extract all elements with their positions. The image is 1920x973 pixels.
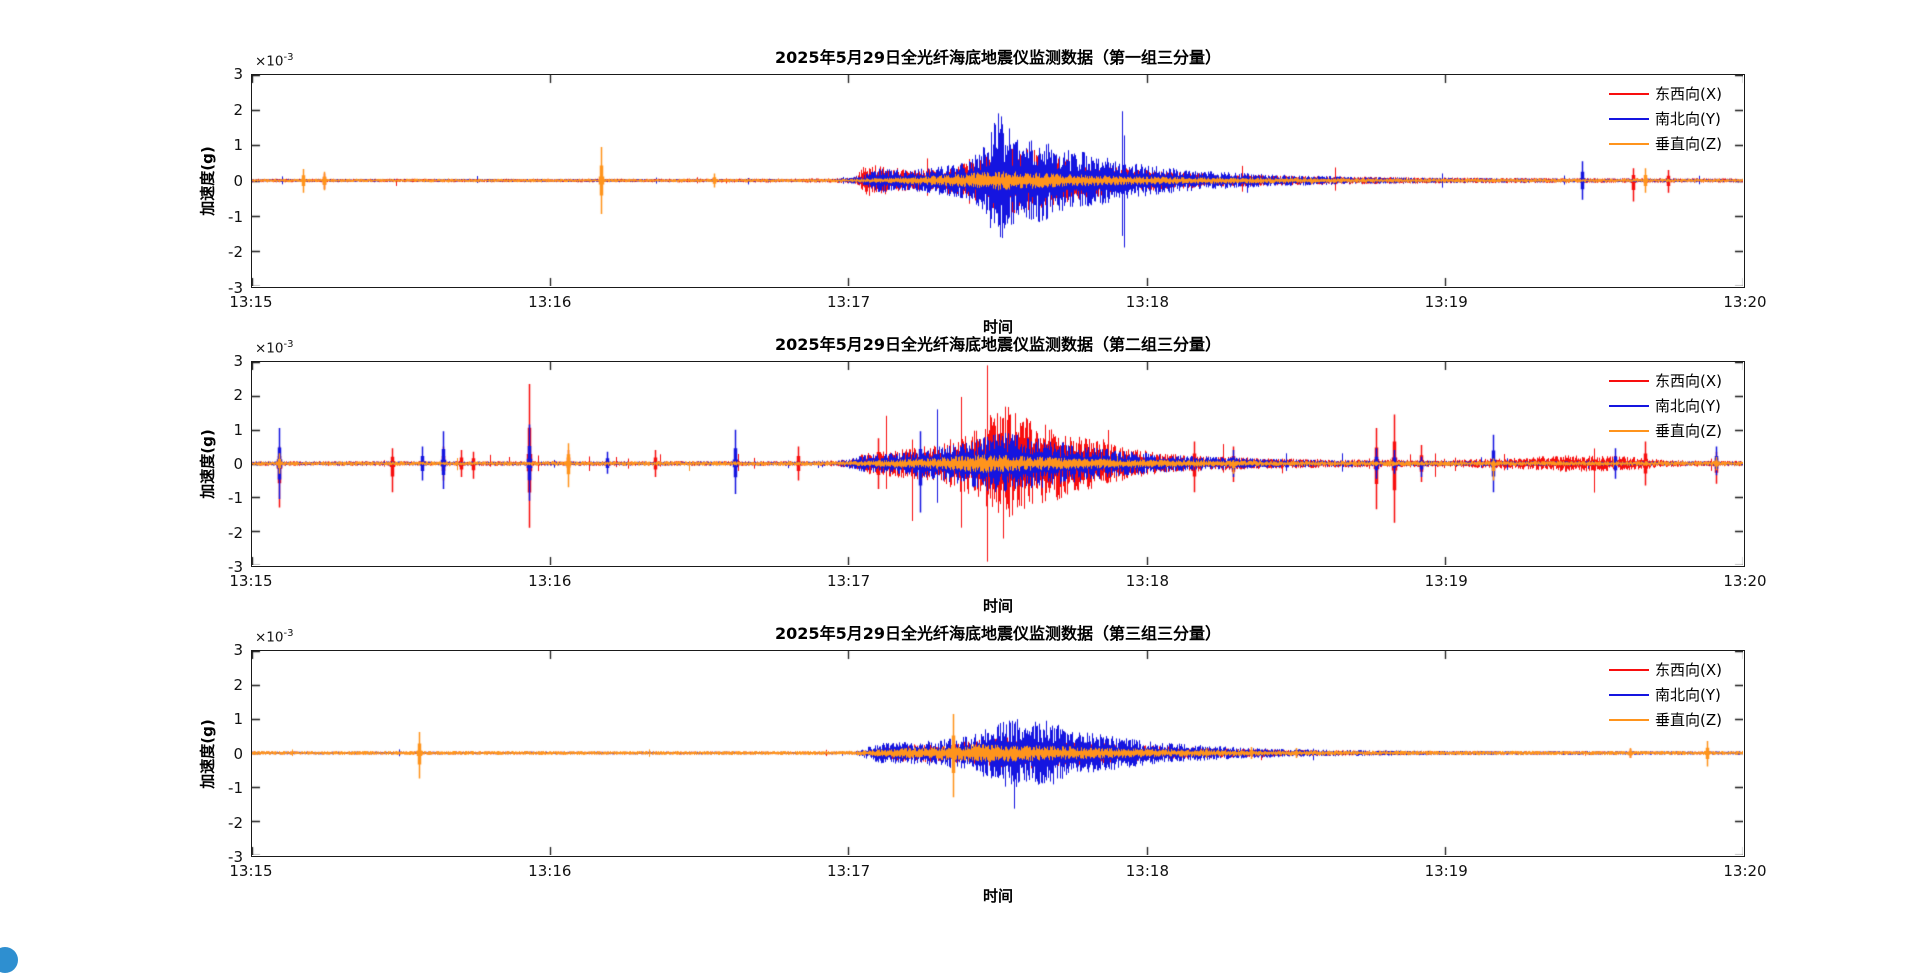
legend-line-swatch [1609, 117, 1649, 120]
offset-exponent: -3 [283, 339, 294, 350]
x-tick-label: 13:15 [229, 293, 273, 311]
x-tick-label: 13:19 [1424, 572, 1468, 590]
y-tick-label: 0 [233, 172, 243, 190]
x-tick-label: 13:19 [1424, 293, 1468, 311]
waveform-canvas-2 [252, 362, 1743, 565]
waveform-canvas-3 [252, 651, 1743, 855]
legend-item-x: 东西向(X) [1609, 657, 1722, 682]
legend-item-label: 垂直向(Z) [1655, 422, 1722, 440]
legend-item-label: 南北向(Y) [1655, 686, 1721, 704]
x-tick-label: 13:20 [1723, 572, 1767, 590]
x-axis-label-3: 时间 [982, 887, 1013, 905]
offset-base: ×10 [255, 340, 284, 357]
offset-base: ×10 [255, 53, 284, 70]
x-axis-label-1: 时间 [982, 318, 1013, 336]
legend-item-x: 东西向(X) [1609, 368, 1722, 393]
legend-item-x: 东西向(X) [1609, 81, 1722, 106]
x-axis-label-2: 时间 [982, 597, 1013, 615]
x-tick-label: 13:16 [528, 862, 572, 880]
y-tick-label: -3 [228, 279, 243, 297]
legend-item-z: 垂直向(Z) [1609, 131, 1722, 156]
legend-item-label: 垂直向(Z) [1655, 135, 1722, 153]
y-tick-label: -2 [228, 813, 243, 832]
background-artifact [0, 947, 18, 973]
y-tick-label: -1 [228, 489, 243, 508]
legend-item-y: 南北向(Y) [1609, 682, 1722, 707]
y-tick-label: 0 [233, 455, 243, 473]
y-tick-label: -1 [228, 207, 243, 226]
legend-line-swatch [1609, 693, 1649, 696]
x-tick-label: 13:17 [826, 862, 871, 880]
x-tick-label: 13:18 [1125, 862, 1169, 880]
x-tick-label: 13:16 [528, 293, 572, 311]
legend-item-label: 垂直向(Z) [1655, 711, 1722, 729]
y-tick-label: 3 [233, 65, 243, 83]
y-tick-label: -3 [228, 848, 243, 866]
legend-item-label: 南北向(Y) [1655, 110, 1721, 128]
offset-exponent: -3 [283, 628, 294, 639]
legend-line-swatch [1609, 668, 1649, 671]
y-tick-label: -3 [228, 558, 243, 576]
y-tick-label: 3 [233, 641, 243, 659]
legend-line-swatch [1609, 92, 1649, 95]
legend-item-y: 南北向(Y) [1609, 106, 1722, 131]
legend-line-swatch [1609, 718, 1649, 721]
legend-line-swatch [1609, 142, 1649, 145]
waveform-canvas-1 [252, 75, 1743, 286]
y-tick-label: 1 [233, 136, 243, 155]
legend-item-label: 南北向(Y) [1655, 397, 1721, 415]
x-tick-label: 13:18 [1125, 572, 1169, 590]
x-tick-label: 13:20 [1723, 293, 1767, 311]
legend-item-label: 东西向(X) [1655, 372, 1722, 390]
y-tick-label: -2 [228, 243, 243, 262]
x-tick-label: 13:15 [229, 862, 273, 880]
plot-area-2 [251, 361, 1745, 567]
legend-line-swatch [1609, 404, 1649, 407]
legend-line-swatch [1609, 429, 1649, 432]
legend-2: 东西向(X) 南北向(Y) 垂直向(Z) [1609, 368, 1722, 443]
offset-base: ×10 [255, 629, 284, 646]
y-tick-label: 1 [233, 420, 243, 439]
x-tick-label: 13:16 [528, 572, 572, 590]
x-tick-label: 13:18 [1125, 293, 1169, 311]
y-axis-offset-text-2: ×10-3 [255, 339, 293, 357]
offset-exponent: -3 [283, 52, 294, 63]
x-tick-label: 13:15 [229, 572, 273, 590]
legend-line-swatch [1609, 379, 1649, 382]
legend-item-label: 东西向(X) [1655, 85, 1722, 103]
y-tick-label: 1 [233, 710, 243, 728]
legend-item-z: 垂直向(Z) [1609, 418, 1722, 443]
legend-item-label: 东西向(X) [1655, 661, 1722, 679]
plot-area-3 [251, 650, 1745, 857]
subplot-title-1: 2025年5月29日全光纤海底地震仪监测数据（第一组三分量） [775, 48, 1221, 67]
y-tick-label: 3 [233, 352, 243, 370]
y-axis-offset-text-1: ×10-3 [255, 52, 293, 70]
x-tick-label: 13:17 [826, 293, 871, 311]
x-tick-label: 13:19 [1424, 862, 1468, 880]
subplot-title-3: 2025年5月29日全光纤海底地震仪监测数据（第三组三分量） [775, 624, 1221, 643]
subplot-title-2: 2025年5月29日全光纤海底地震仪监测数据（第二组三分量） [775, 335, 1221, 354]
y-tick-label: 2 [233, 386, 243, 405]
legend-item-y: 南北向(Y) [1609, 393, 1722, 418]
legend-3: 东西向(X) 南北向(Y) 垂直向(Z) [1609, 657, 1722, 732]
x-tick-label: 13:17 [826, 572, 871, 590]
legend-1: 东西向(X) 南北向(Y) 垂直向(Z) [1609, 81, 1722, 156]
y-tick-label: 2 [233, 100, 243, 119]
y-axis-offset-text-3: ×10-3 [255, 628, 293, 646]
y-tick-label: 2 [233, 675, 243, 694]
legend-item-z: 垂直向(Z) [1609, 707, 1722, 732]
y-tick-label: -2 [228, 523, 243, 542]
plot-area-1 [251, 74, 1745, 288]
y-tick-label: 0 [233, 744, 243, 763]
x-tick-label: 13:20 [1723, 862, 1767, 880]
y-tick-label: -1 [228, 779, 243, 797]
